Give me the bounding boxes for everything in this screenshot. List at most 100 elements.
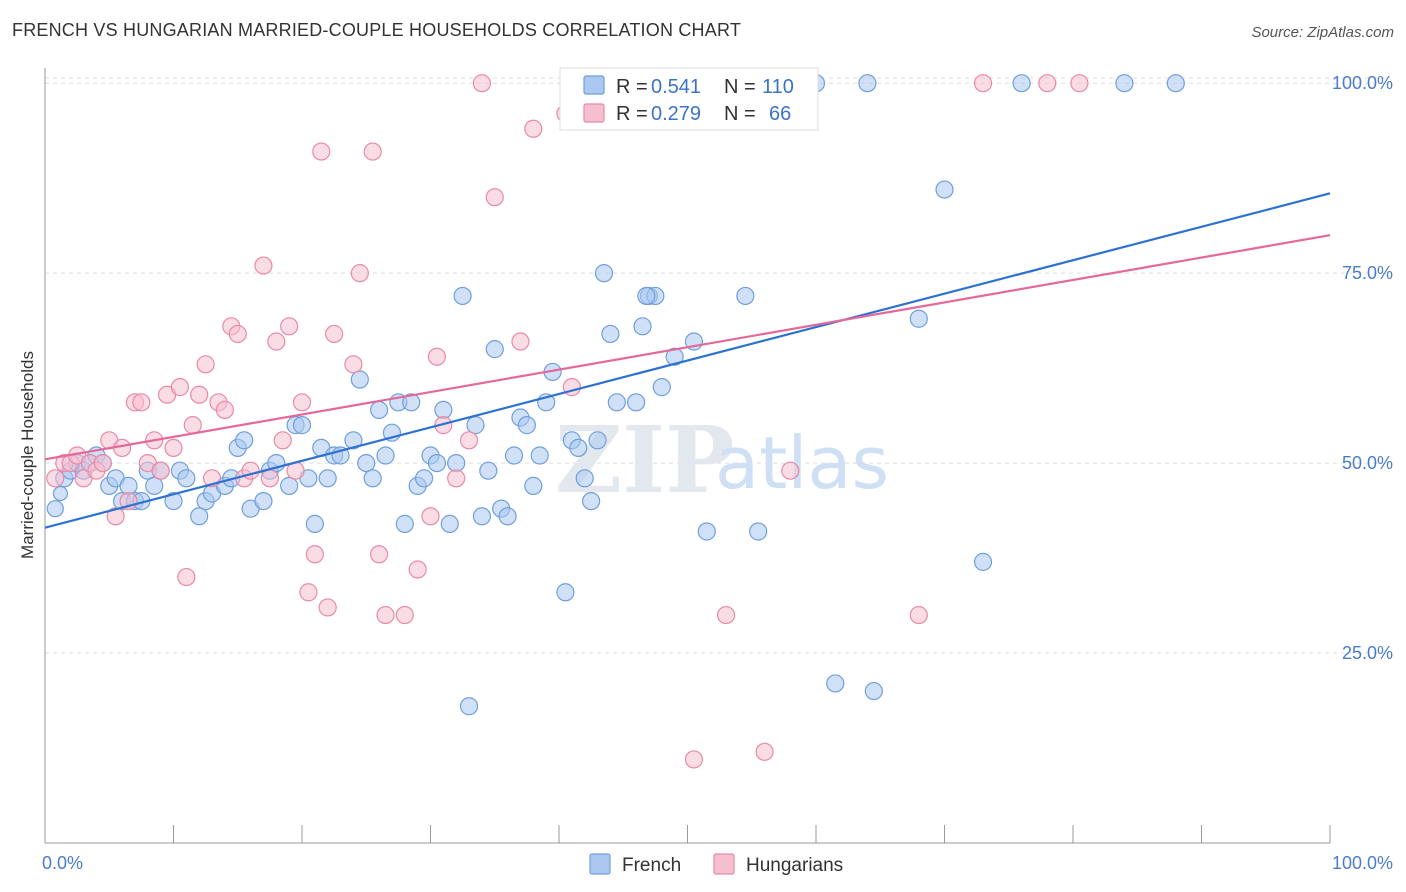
hungarian-point bbox=[524, 119, 543, 138]
hungarian-point bbox=[485, 188, 504, 207]
french-points bbox=[46, 74, 1185, 716]
y-axis-label: Married-couple Households bbox=[18, 351, 37, 559]
french-point bbox=[607, 393, 626, 412]
french-point bbox=[280, 476, 299, 495]
legend-r-value-hungarians: 0.279 bbox=[651, 103, 701, 125]
legend-r-value-french: 0.541 bbox=[651, 76, 701, 98]
hungarian-points bbox=[46, 74, 1089, 769]
french-point bbox=[697, 522, 716, 541]
hungarian-point bbox=[511, 332, 530, 351]
hungarian-point bbox=[716, 605, 736, 625]
french-point bbox=[601, 324, 620, 344]
french-point bbox=[556, 583, 575, 602]
french-point bbox=[357, 453, 376, 473]
french-point bbox=[826, 674, 845, 693]
hungarian-point bbox=[93, 453, 112, 473]
hungarian-point bbox=[755, 742, 774, 761]
french-point bbox=[440, 514, 459, 533]
french-point bbox=[427, 453, 447, 473]
french-point bbox=[524, 476, 543, 495]
french-point bbox=[459, 697, 479, 716]
french-point bbox=[637, 286, 656, 306]
hungarian-point bbox=[273, 431, 292, 450]
hungarian-point bbox=[299, 583, 318, 602]
french-point bbox=[453, 286, 472, 306]
french-point bbox=[749, 522, 768, 541]
french-point bbox=[414, 469, 434, 488]
french-point bbox=[376, 446, 395, 465]
hungarian-point bbox=[46, 469, 65, 488]
bottom-legend-swatch-hungarians bbox=[713, 853, 735, 875]
hungarian-point bbox=[280, 317, 299, 336]
french-point bbox=[119, 476, 138, 495]
french-point bbox=[594, 264, 614, 283]
y-tick-label: 50.0% bbox=[1342, 453, 1393, 473]
french-point bbox=[46, 500, 64, 518]
bottom-legend-label-french: French bbox=[622, 855, 681, 876]
hungarian-point bbox=[177, 567, 196, 587]
french-point bbox=[504, 446, 524, 465]
x-tick-label-min: 0.0% bbox=[42, 853, 83, 873]
hungarian-point bbox=[973, 74, 993, 93]
french-point bbox=[52, 485, 69, 502]
hungarian-point bbox=[1038, 74, 1057, 93]
french-point bbox=[498, 507, 517, 526]
french-point bbox=[935, 180, 954, 199]
watermark-zip: ZIP bbox=[555, 406, 734, 514]
hungarian-point bbox=[909, 605, 928, 625]
x-tick-label-max: 100.0% bbox=[1332, 853, 1393, 873]
hungarian-point bbox=[472, 74, 491, 93]
hungarian-point bbox=[183, 416, 202, 435]
french-point bbox=[626, 393, 646, 412]
french-point bbox=[736, 286, 755, 306]
french-point bbox=[395, 514, 414, 533]
french-point bbox=[569, 438, 588, 458]
hungarian-point bbox=[781, 461, 800, 480]
x-ticks bbox=[44, 825, 1331, 843]
bottom-legend-label-hungarians: Hungarians bbox=[746, 855, 843, 876]
french-point bbox=[305, 514, 324, 533]
french-point bbox=[292, 416, 312, 435]
hungarian-point bbox=[267, 332, 286, 351]
hungarian-point bbox=[408, 560, 427, 579]
hungarian-point bbox=[305, 545, 324, 564]
french-point bbox=[164, 491, 183, 511]
french-point bbox=[652, 378, 671, 397]
french-point bbox=[254, 491, 273, 511]
hungarian-point bbox=[684, 750, 704, 769]
french-point bbox=[588, 431, 607, 450]
french-point bbox=[177, 469, 196, 488]
french-point bbox=[1012, 74, 1031, 93]
hungarian-point bbox=[459, 431, 479, 450]
french-point bbox=[1115, 74, 1134, 93]
hungarian-trend-line bbox=[44, 234, 1331, 461]
legend-box: R = 0.541 N = 110 R = 0.279 N = 66 bbox=[559, 67, 819, 131]
french-point bbox=[363, 469, 382, 488]
grid-lines bbox=[45, 77, 1390, 654]
hungarian-point bbox=[421, 507, 440, 526]
french-point bbox=[575, 469, 594, 488]
bottom-legend: French Hungarians bbox=[589, 853, 843, 876]
french-point bbox=[633, 317, 652, 336]
legend-n-value-french: 110 bbox=[762, 76, 794, 98]
y-tick-label: 25.0% bbox=[1342, 643, 1393, 663]
french-point bbox=[434, 400, 453, 420]
hungarian-point bbox=[254, 256, 273, 275]
hungarian-point bbox=[447, 469, 466, 488]
french-point bbox=[466, 416, 485, 435]
legend-n-value-hungarians: 66 bbox=[769, 103, 791, 125]
french-point bbox=[582, 491, 601, 511]
hungarian-point bbox=[376, 605, 395, 625]
hungarian-point bbox=[325, 324, 344, 344]
y-tick-label: 100.0% bbox=[1332, 73, 1393, 93]
hungarian-point bbox=[292, 393, 312, 412]
legend-n-label-french: N = bbox=[724, 76, 756, 98]
hungarian-point bbox=[350, 264, 369, 283]
y-tick-labels: 25.0% 50.0% 75.0% 100.0% bbox=[1332, 73, 1393, 663]
french-point bbox=[318, 469, 337, 488]
hungarian-point bbox=[370, 545, 389, 564]
hungarian-point bbox=[164, 438, 183, 458]
hungarian-point bbox=[260, 469, 279, 488]
french-point bbox=[517, 416, 536, 435]
